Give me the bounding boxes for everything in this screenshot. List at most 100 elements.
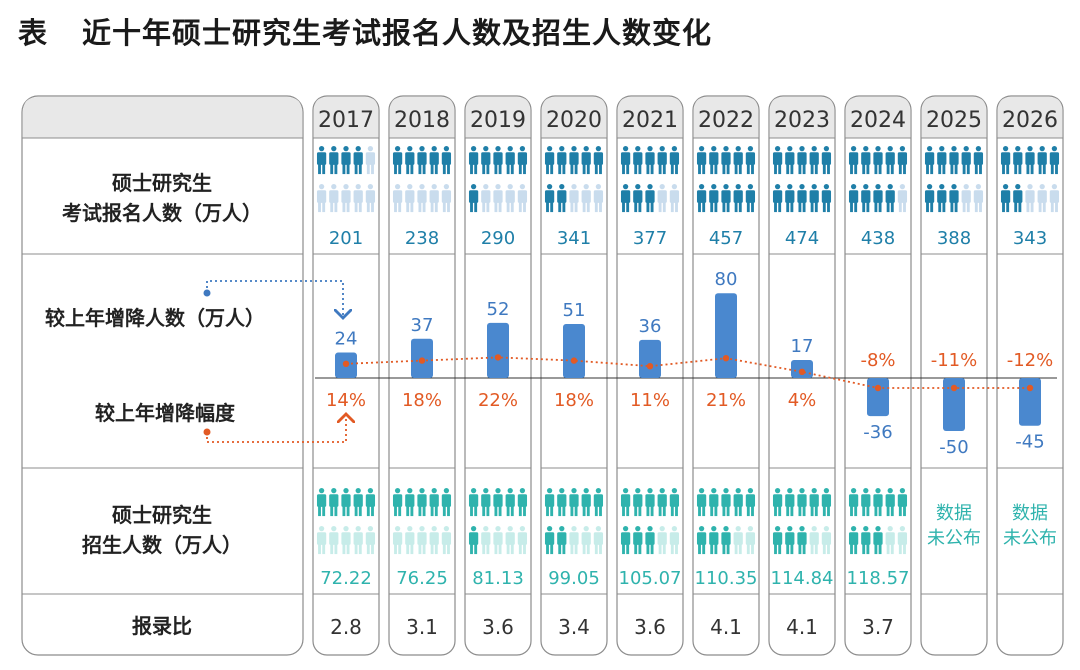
year-header-fill [314,97,378,138]
applicant-person-icon [949,146,959,175]
applicant-person-icon [861,146,871,175]
enrollment-person-icon [745,488,756,517]
table-title: 近十年硕士研究生考试报名人数及招生人数变化 [82,16,713,50]
enrollment-person-icon [885,526,895,555]
enrollment-person-icon [657,488,667,517]
year-label: 2017 [318,108,374,133]
year-column-box [844,95,912,656]
applicant-person-icon [785,184,795,213]
year-label: 2022 [698,108,754,133]
applicant-person-icon [797,146,807,175]
year-header-fill [618,97,682,138]
enrollment-person-icon [821,526,832,555]
applicants-value-label: 290 [481,228,515,249]
enrollment-person-icon [721,488,731,517]
not-published-label: 未公布 [1003,528,1057,549]
not-published-label: 未公布 [927,528,981,549]
enrollment-person-icon [745,526,756,555]
rate-value-label: 4% [788,390,817,411]
applicant-person-icon [821,146,832,175]
applicant-person-icon [848,146,859,175]
applicant-person-icon [468,146,479,175]
enrollment-person-icon [633,526,643,555]
applicant-person-icon [493,146,503,175]
year-label: 2018 [394,108,450,133]
applicant-person-icon [924,184,935,213]
enrollment-person-icon [341,526,351,555]
change-bar [639,339,661,378]
applicant-person-icon [873,146,883,175]
year-column-box [920,95,988,656]
ratio-value-label: 3.1 [406,615,438,639]
row-label-enrollment: 硕士研究生 [112,503,212,527]
row-label-change: 较上年增降人数（万人） [45,306,265,330]
enrollment-person-icon [657,526,667,555]
applicant-person-icon [620,146,631,175]
applicant-person-icon [861,184,871,213]
change-value-label: 51 [563,300,586,321]
rate-value-label: -12% [1007,350,1054,371]
applicant-person-icon [1000,146,1011,175]
applicant-person-icon [809,184,819,213]
change-value-label: 37 [411,315,434,336]
enrollment-person-icon [785,488,795,517]
change-bar [1019,378,1041,426]
applicant-person-icon [657,184,667,213]
enrollment-value-label: 81.13 [472,568,524,589]
enrollment-person-icon [821,488,832,517]
applicant-person-icon [557,146,567,175]
applicant-person-icon [593,184,604,213]
applicant-person-icon [785,146,795,175]
applicant-person-icon [341,184,351,213]
rate-point [798,368,806,375]
table-tag: 表 [18,16,49,50]
rate-point [494,354,502,361]
enrollment-person-icon [329,488,339,517]
enrollment-person-icon [417,526,427,555]
applicants-value-label: 238 [405,228,439,249]
enrollment-person-icon [633,488,643,517]
pointer-dot-change [203,289,211,297]
applicant-person-icon [1037,146,1047,175]
enrollment-person-icon [861,526,871,555]
applicant-person-icon [557,184,567,213]
year-header-fill [466,97,530,138]
applicant-person-icon [593,146,604,175]
applicant-person-icon [1013,146,1023,175]
enrollment-person-icon [405,488,415,517]
enrollment-person-icon [873,488,883,517]
row-label-enrollment: 招生人数（万人） [82,533,242,557]
enrollment-person-icon [581,526,591,555]
enrollment-person-icon [797,526,807,555]
enrollment-person-icon [620,526,631,555]
rate-point [874,384,882,392]
applicant-person-icon [429,146,439,175]
ratio-value-label: 3.6 [482,615,514,639]
applicant-person-icon [961,184,971,213]
enrollment-person-icon [645,526,655,555]
change-value-label: -45 [1015,432,1044,453]
enrollment-person-icon [696,488,707,517]
enrollment-person-icon [709,488,719,517]
enrollment-person-icon [581,488,591,517]
applicant-person-icon [924,146,935,175]
rate-value-label: 11% [630,390,670,411]
applicant-person-icon [848,184,859,213]
applicants-value-label: 388 [937,228,971,249]
applicant-person-icon [961,146,971,175]
year-label: 2021 [622,108,678,133]
year-label: 2024 [850,108,906,133]
applicant-person-icon [392,146,403,175]
ratio-value-label: 3.6 [634,615,666,639]
ratio-value-label: 4.1 [710,615,742,639]
rate-value-label: -11% [931,350,978,371]
year-column-box [996,95,1064,656]
year-header-fill [694,97,758,138]
enrollment-person-icon [669,526,680,555]
applicant-person-icon [405,184,415,213]
applicant-person-icon [493,184,503,213]
year-label: 2025 [926,108,982,133]
pointer-arrow-rate [206,414,346,443]
year-label: 2020 [546,108,602,133]
applicant-person-icon [733,184,743,213]
